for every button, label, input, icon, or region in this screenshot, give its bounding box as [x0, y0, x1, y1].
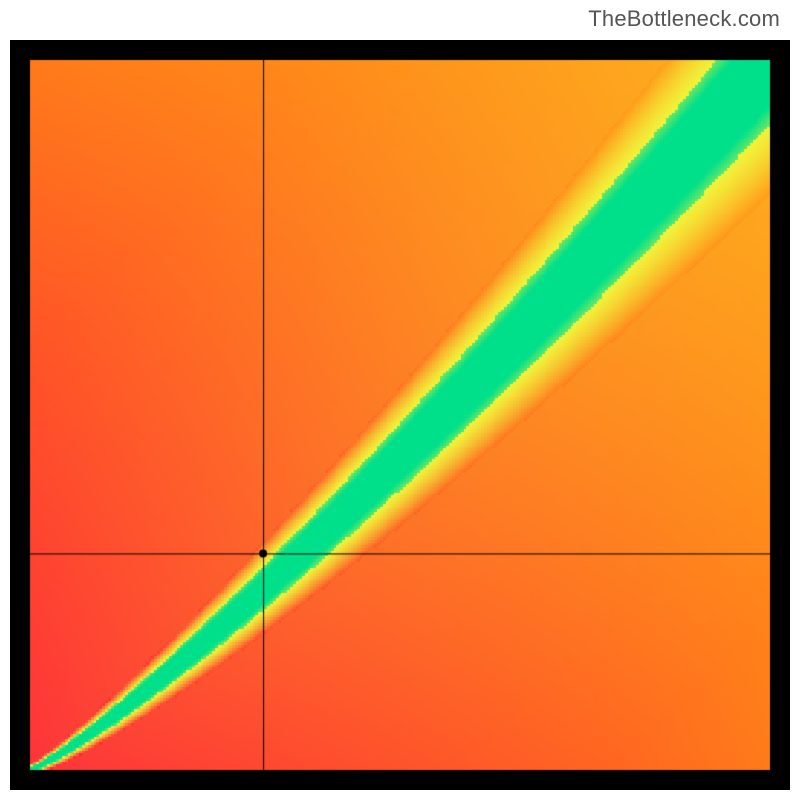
heatmap-canvas	[10, 40, 790, 790]
watermark-text: TheBottleneck.com	[588, 6, 780, 32]
chart-frame	[10, 40, 790, 790]
